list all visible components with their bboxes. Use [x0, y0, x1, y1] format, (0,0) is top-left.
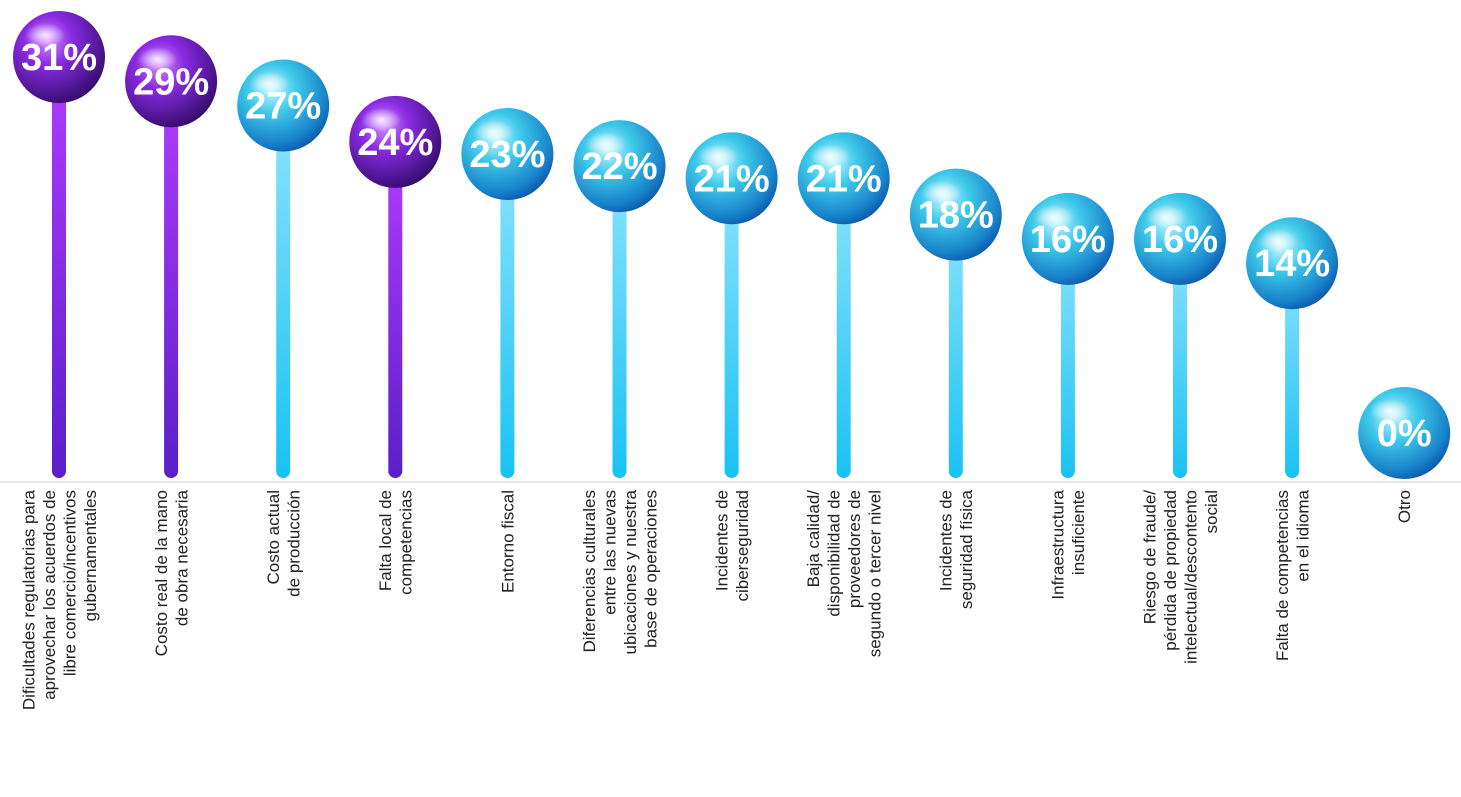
- category-label-line: social: [1202, 490, 1221, 533]
- bubble-gloss-12: [1370, 399, 1411, 423]
- category-label-line: Otro: [1395, 490, 1414, 523]
- category-label-line: Baja calidad/: [804, 490, 823, 588]
- value-label-3: 24%: [357, 122, 433, 164]
- bubble-gloss-4: [473, 120, 514, 145]
- bubble-gloss-3: [361, 107, 402, 132]
- stem-1: [164, 81, 179, 479]
- value-label-6: 21%: [694, 158, 770, 200]
- value-label-5: 22%: [581, 146, 657, 188]
- category-label-line: segundo o tercer nivel: [865, 490, 884, 657]
- category-label-line: Falta local de: [376, 490, 395, 591]
- value-label-11: 14%: [1254, 243, 1330, 285]
- category-label-line: de obra necesaria: [172, 489, 191, 626]
- category-label-line: seguridad física: [957, 489, 976, 609]
- lollipop-6: 21%: [685, 132, 778, 478]
- category-label-line: competencias: [397, 490, 416, 595]
- category-label-4: Entorno fiscal: [498, 490, 517, 593]
- bubble-gloss-2: [249, 71, 290, 96]
- bubble-gloss-1: [137, 47, 178, 72]
- category-label-line: entre las nuevas: [600, 490, 619, 615]
- category-label-9: Infraestructura insuficiente: [1049, 489, 1089, 599]
- category-label-line: Diferencias culturales: [580, 490, 599, 653]
- category-label-line: en el idioma: [1293, 489, 1312, 581]
- category-label-6: Incidentes de ciberseguridad: [712, 490, 752, 602]
- category-labels: Dificultades regulatorias para aprovechar…: [19, 489, 1414, 710]
- stem-4: [500, 154, 515, 478]
- category-label-line: libre comercio/incentivos: [60, 490, 79, 676]
- category-label-line: intelectual/descontento: [1181, 490, 1200, 664]
- lollipop-7: 21%: [797, 132, 890, 478]
- lollipop-11: 14%: [1246, 217, 1339, 478]
- lollipop-4: 23%: [461, 108, 554, 478]
- lollipop-0: 31%: [13, 11, 105, 478]
- stem-6: [724, 178, 739, 478]
- category-label-line: Dificultades regulatorias para: [19, 489, 38, 710]
- category-label-line: Costo actual: [264, 490, 283, 585]
- category-label-10: Riesgo de fraude/pérdida de propiedad int…: [1140, 490, 1221, 664]
- category-label-line: pérdida de propiedad: [1161, 490, 1180, 651]
- lollipop-10: 16%: [1134, 192, 1226, 478]
- value-label-4: 23%: [469, 134, 545, 176]
- value-label-8: 18%: [918, 195, 994, 237]
- category-label-line: Falta de competencias: [1273, 490, 1292, 661]
- category-label-line: insuficiente: [1069, 490, 1088, 575]
- stem-11: [1285, 263, 1300, 478]
- bubble-gloss-8: [921, 180, 962, 205]
- stem-10: [1173, 238, 1187, 478]
- category-label-line: ubicaciones y nuestra: [621, 489, 640, 654]
- value-label-0: 31%: [21, 37, 97, 79]
- bubble-gloss-0: [25, 23, 65, 47]
- stem-3: [388, 141, 403, 478]
- value-label-2: 27%: [245, 86, 321, 128]
- category-label-5: Diferencias culturales entre las nuevas ub…: [580, 489, 661, 654]
- category-label-line: Incidentes de: [937, 490, 956, 591]
- bubble-gloss-7: [809, 144, 850, 169]
- category-label-11: Falta de competencias en el idioma: [1273, 489, 1313, 661]
- category-label-line: aprovechar los acuerdos de: [40, 490, 59, 700]
- category-label-line: Costo real de la mano: [152, 490, 171, 656]
- value-label-9: 16%: [1030, 219, 1106, 261]
- lollipop-1: 29%: [125, 35, 218, 479]
- category-label-line: Riesgo de fraude/: [1140, 490, 1159, 624]
- lollipop-8: 18%: [909, 168, 1002, 478]
- stem-2: [276, 105, 291, 479]
- category-label-line: proveedores de: [845, 490, 864, 608]
- category-label-line: disponibilidad de: [824, 490, 843, 617]
- lollipop-9: 16%: [1021, 192, 1114, 478]
- category-label-line: base de operaciones: [641, 490, 660, 648]
- category-label-1: Costo real de la mano de obra necesaria: [152, 489, 192, 656]
- category-label-line: Incidentes de: [712, 490, 731, 591]
- category-label-8: Incidentes de seguridad física: [937, 489, 977, 609]
- lollipop-2: 27%: [237, 59, 330, 479]
- value-label-12: 0%: [1377, 413, 1432, 455]
- category-label-0: Dificultades regulatorias para aprovechar…: [19, 489, 100, 710]
- value-label-7: 21%: [806, 158, 882, 200]
- value-label-1: 29%: [133, 61, 209, 103]
- bubble-gloss-11: [1258, 229, 1299, 254]
- category-label-line: Infraestructura: [1049, 489, 1068, 599]
- bubble-gloss-10: [1146, 204, 1186, 229]
- lollipop-12: 0%: [1358, 387, 1451, 479]
- category-label-2: Costo actual de producción: [264, 490, 304, 597]
- category-label-line: Entorno fiscal: [498, 490, 517, 593]
- bubble-gloss-6: [697, 144, 738, 169]
- lollipop-5: 22%: [573, 120, 666, 478]
- bubble-gloss-5: [585, 132, 626, 157]
- stem-0: [52, 57, 66, 478]
- stem-7: [836, 178, 851, 478]
- category-label-3: Falta local de competencias: [376, 490, 416, 595]
- stem-9: [1060, 238, 1075, 478]
- category-label-line: gubernamentales: [81, 490, 100, 621]
- category-label-line: ciberseguridad: [733, 490, 752, 602]
- chart-marks: 31% 29% 27% 24% 23% 22% 21% 21% 18% 16% 16% 14% 0%: [13, 11, 1451, 479]
- bubble-gloss-9: [1033, 204, 1074, 229]
- category-label-12: Otro: [1395, 490, 1414, 523]
- category-label-line: de producción: [284, 490, 303, 597]
- stem-5: [612, 166, 627, 478]
- value-label-10: 16%: [1142, 219, 1218, 261]
- lollipop-3: 24%: [349, 95, 442, 478]
- category-label-7: Baja calidad/disponibilidad de proveedore…: [804, 490, 885, 658]
- stem-8: [948, 214, 963, 478]
